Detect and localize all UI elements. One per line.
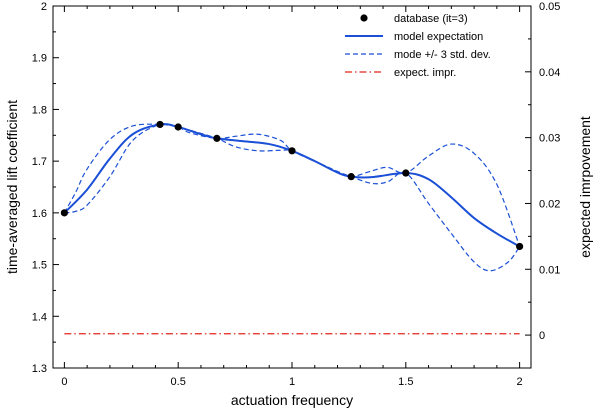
y-axis-title: time-averaged lift coefficient [4,100,20,274]
x-tick-label: 1 [289,376,295,388]
y-tick-label: 1.5 [32,260,47,272]
y-tick-label: 2 [41,1,47,13]
data-point [60,209,68,217]
y-tick-label: 1.4 [32,311,47,323]
data-point [288,147,296,155]
legend-marker-scatter [360,14,368,22]
y2-tick-label: 0.04 [539,67,560,79]
y-tick-label: 1.9 [32,53,47,65]
data-point [402,169,410,177]
y2-tick-label: 0 [539,330,545,342]
legend-label: database (it=3) [394,13,468,25]
std-dev-band-line [63,123,521,247]
y-tick-label: 1.7 [32,156,47,168]
y2-tick-label: 0.02 [539,198,560,210]
data-point [156,120,164,129]
y2-axis-title: expected imrpovement [577,116,593,258]
legend-label: model expectation [394,31,483,43]
x-tick-label: 0.5 [171,376,186,388]
data-point [174,123,182,131]
y-tick-label: 1.6 [32,208,47,220]
y2-tick-label: 0.05 [539,1,560,13]
model-expectation-line [63,123,521,248]
x-tick-label: 0 [61,376,67,388]
x-axis-title: actuation frequency [231,392,353,408]
y2-tick-label: 0.03 [539,133,560,145]
x-tick-label: 2 [517,376,523,388]
legend-label: mode +/- 3 std. dev. [394,49,491,61]
data-point [213,134,221,142]
x-tick-label: 1.5 [398,376,413,388]
y-tick-label: 1.8 [32,104,47,116]
y-tick-label: 1.3 [32,363,47,375]
data-point [516,242,524,251]
y2-tick-label: 0.01 [539,264,560,276]
data-point [347,173,355,181]
legend-label: expect. impr. [394,67,456,79]
